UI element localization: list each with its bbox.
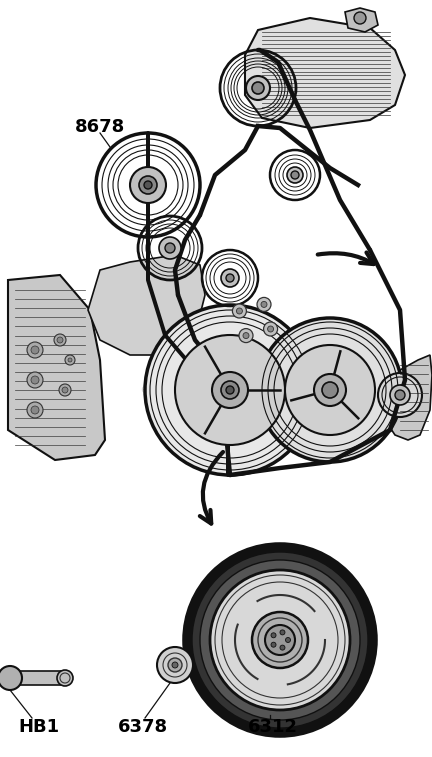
- Circle shape: [239, 329, 253, 343]
- Circle shape: [212, 372, 248, 408]
- Circle shape: [243, 332, 249, 338]
- Circle shape: [258, 318, 402, 462]
- Circle shape: [68, 358, 72, 362]
- Circle shape: [210, 570, 350, 710]
- Text: HB1: HB1: [18, 718, 59, 736]
- Polygon shape: [8, 275, 105, 460]
- Circle shape: [139, 176, 157, 194]
- Circle shape: [286, 637, 290, 643]
- Polygon shape: [245, 18, 405, 128]
- FancyBboxPatch shape: [9, 671, 66, 685]
- Circle shape: [246, 76, 270, 100]
- Circle shape: [159, 237, 181, 259]
- Circle shape: [27, 342, 43, 358]
- Circle shape: [27, 372, 43, 388]
- Circle shape: [280, 630, 285, 635]
- Circle shape: [0, 666, 22, 690]
- Circle shape: [285, 345, 375, 435]
- Circle shape: [59, 384, 71, 396]
- Circle shape: [280, 645, 285, 650]
- Circle shape: [62, 387, 68, 393]
- Circle shape: [265, 625, 295, 655]
- Circle shape: [145, 305, 315, 475]
- Circle shape: [226, 386, 234, 394]
- Circle shape: [165, 243, 175, 253]
- Circle shape: [144, 181, 152, 189]
- Circle shape: [354, 12, 366, 24]
- Circle shape: [261, 301, 267, 307]
- Circle shape: [267, 326, 273, 332]
- Polygon shape: [88, 255, 205, 355]
- Circle shape: [378, 373, 422, 417]
- Circle shape: [192, 552, 368, 728]
- Circle shape: [65, 355, 75, 365]
- Circle shape: [232, 304, 246, 318]
- Text: 6378: 6378: [118, 718, 168, 736]
- Circle shape: [271, 642, 276, 647]
- Polygon shape: [385, 355, 432, 440]
- Circle shape: [226, 274, 234, 282]
- Text: eReplacementParts.com: eReplacementParts.com: [140, 384, 292, 397]
- Circle shape: [168, 658, 182, 672]
- Polygon shape: [345, 8, 378, 32]
- Circle shape: [172, 662, 178, 668]
- Circle shape: [31, 346, 39, 354]
- Circle shape: [31, 406, 39, 414]
- Circle shape: [185, 545, 375, 735]
- Circle shape: [175, 335, 285, 445]
- Circle shape: [264, 322, 278, 336]
- Circle shape: [221, 269, 239, 287]
- Circle shape: [252, 612, 308, 668]
- Circle shape: [236, 308, 242, 314]
- Circle shape: [257, 298, 271, 311]
- Circle shape: [221, 381, 239, 399]
- Circle shape: [291, 171, 299, 179]
- Circle shape: [200, 560, 360, 720]
- Circle shape: [27, 402, 43, 418]
- Circle shape: [54, 334, 66, 346]
- Circle shape: [130, 167, 166, 203]
- Circle shape: [271, 633, 276, 638]
- Circle shape: [252, 82, 264, 94]
- Circle shape: [57, 670, 73, 686]
- Circle shape: [57, 337, 63, 343]
- Circle shape: [287, 167, 303, 183]
- Circle shape: [314, 374, 346, 406]
- Circle shape: [395, 390, 405, 400]
- Circle shape: [31, 376, 39, 384]
- Circle shape: [390, 385, 410, 405]
- Circle shape: [322, 382, 338, 398]
- Circle shape: [157, 647, 193, 683]
- Text: 8678: 8678: [75, 118, 125, 136]
- Text: 6312: 6312: [248, 718, 298, 736]
